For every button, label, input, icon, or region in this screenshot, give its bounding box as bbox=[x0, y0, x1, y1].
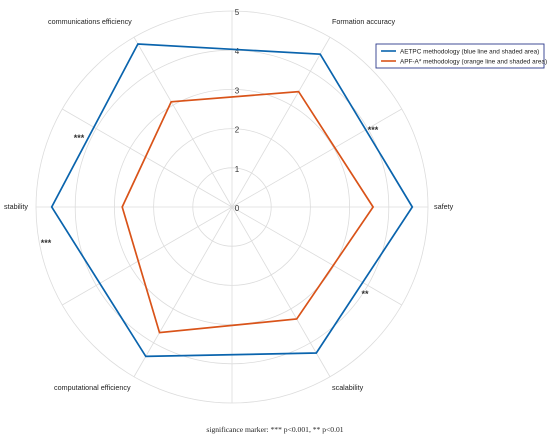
grid-spoke bbox=[133, 37, 233, 208]
legend-entry-apf: APF-A* methodology (orange line and shad… bbox=[400, 59, 547, 66]
radial-tick-label: 5 bbox=[235, 8, 240, 17]
grid-spoke bbox=[231, 108, 402, 208]
radial-tick-label: 3 bbox=[235, 86, 240, 95]
grid-spoke bbox=[231, 37, 331, 208]
radial-tick-label: 0 bbox=[235, 204, 240, 213]
grid-spoke bbox=[231, 206, 331, 377]
axis-label: communications efficiency bbox=[48, 17, 132, 26]
axis-labels: safety Formation accuracy communications e… bbox=[4, 17, 454, 392]
legend-entry-aetpc: AETPC methodology (blue line and shaded … bbox=[400, 49, 539, 56]
radial-tick-labels: 0 1 2 3 4 5 bbox=[235, 8, 240, 213]
radial-tick-label: 1 bbox=[235, 165, 240, 174]
grid-spoke bbox=[62, 206, 233, 306]
series-polygon-0 bbox=[50, 43, 414, 358]
legend: AETPC methodology (blue line and shaded … bbox=[375, 43, 547, 69]
significance-markers: *********** bbox=[41, 125, 379, 299]
axis-label: scalability bbox=[332, 383, 364, 392]
axis-label: computational efficiency bbox=[54, 383, 131, 392]
axis-label: safety bbox=[434, 202, 454, 211]
radar-grid bbox=[35, 10, 429, 404]
significance-marker: *** bbox=[368, 125, 379, 135]
series-group bbox=[50, 43, 414, 358]
grid-spoke bbox=[62, 108, 233, 208]
axis-label: stability bbox=[4, 202, 28, 211]
legend-box bbox=[375, 43, 545, 69]
significance-marker: *** bbox=[74, 133, 85, 143]
grid-spoke bbox=[231, 206, 402, 306]
significance-marker: *** bbox=[41, 238, 52, 248]
radial-tick-label: 4 bbox=[235, 47, 240, 56]
grid-spoke bbox=[133, 206, 233, 377]
axis-label: Formation accuracy bbox=[332, 17, 396, 26]
significance-marker: ** bbox=[361, 289, 369, 299]
significance-footnote: significance marker: *** p<0.001, ** p<0… bbox=[206, 425, 343, 434]
series-polygon-1 bbox=[121, 90, 375, 334]
radial-tick-label: 2 bbox=[235, 126, 240, 135]
